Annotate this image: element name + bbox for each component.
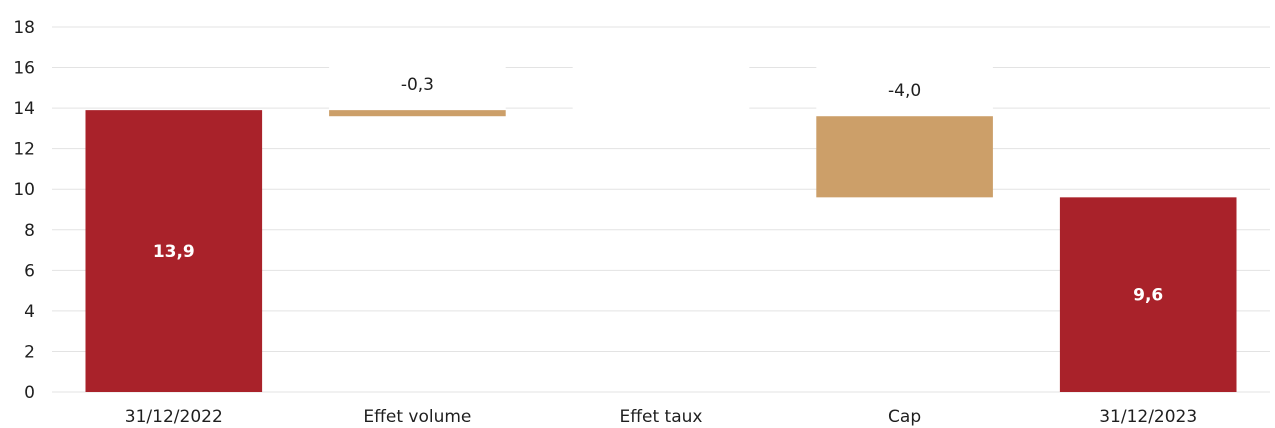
data-label: 9,6 — [1133, 286, 1163, 306]
y-tick-label: 6 — [24, 261, 35, 281]
data-label-background — [572, 65, 750, 116]
x-tick-label: 31/12/2022 — [125, 407, 223, 427]
data-labels: 13,9 -0,3 -4,0 9,6 — [153, 59, 1163, 306]
y-tick-label: 4 — [24, 302, 35, 322]
x-tick-label: 31/12/2023 — [1099, 407, 1197, 427]
bars — [85, 110, 1237, 392]
y-tick-label: 0 — [24, 383, 35, 403]
bar-total — [1059, 197, 1237, 392]
y-axis: 0 2 4 6 8 10 12 14 16 18 — [13, 18, 35, 403]
bar-delta — [329, 110, 506, 117]
bar-delta — [816, 116, 993, 198]
x-tick-label: Cap — [888, 407, 921, 427]
data-label-background — [329, 59, 506, 110]
y-tick-label: 8 — [24, 221, 35, 241]
y-tick-label: 16 — [13, 59, 35, 79]
y-tick-label: 12 — [13, 140, 35, 160]
data-label: -0,3 — [401, 75, 434, 95]
y-tick-label: 18 — [13, 18, 35, 38]
x-tick-label: Effet taux — [620, 407, 703, 427]
data-label: -4,0 — [888, 81, 921, 101]
bar-total — [85, 110, 263, 392]
y-tick-label: 10 — [13, 180, 35, 200]
x-tick-label: Effet volume — [363, 407, 471, 427]
data-label: 13,9 — [153, 242, 195, 262]
x-axis: 31/12/2022 Effet volume Effet taux Cap 31/12… — [125, 407, 1197, 427]
y-tick-label: 14 — [13, 99, 35, 119]
data-label-background — [816, 65, 993, 116]
y-tick-label: 2 — [24, 342, 35, 362]
